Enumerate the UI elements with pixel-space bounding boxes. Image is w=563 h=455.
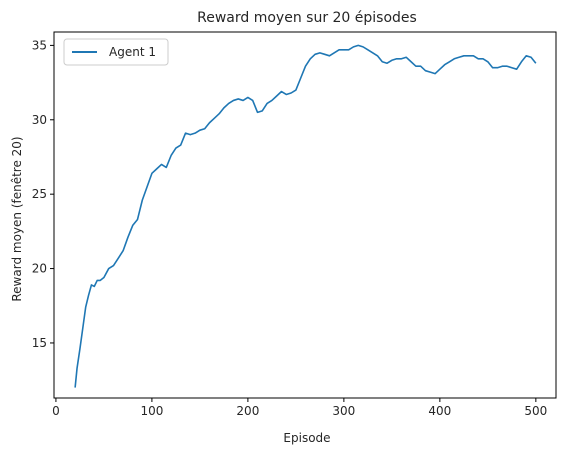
- x-tick-label: 200: [236, 404, 259, 418]
- axes-frame: [53, 31, 557, 399]
- series-line-agent-1: [74, 44, 537, 388]
- plot-area: [74, 44, 537, 388]
- x-tick-label: 500: [524, 404, 547, 418]
- y-tick-label: 30: [32, 113, 47, 127]
- legend-box: [63, 38, 169, 66]
- legend: Agent 1: [63, 38, 169, 66]
- chart-title: Reward moyen sur 20 épisodes: [197, 10, 417, 26]
- axes: 0 100 200 300 400 500 15 20 25 30 35: [32, 31, 557, 418]
- y-tick-label: 35: [32, 38, 47, 52]
- y-axis-label: Reward moyen (fenêtre 20): [10, 136, 24, 301]
- x-axis-label: Episode: [283, 431, 330, 445]
- x-tick-label: 100: [140, 404, 163, 418]
- x-tick-label: 400: [428, 404, 451, 418]
- y-tick-label: 15: [32, 336, 47, 350]
- legend-label-agent-1: Agent 1: [109, 45, 156, 59]
- x-tick-label: 300: [332, 404, 355, 418]
- y-tick-label: 25: [32, 187, 47, 201]
- x-tick-label: 0: [52, 404, 60, 418]
- y-tick-label: 20: [32, 262, 47, 276]
